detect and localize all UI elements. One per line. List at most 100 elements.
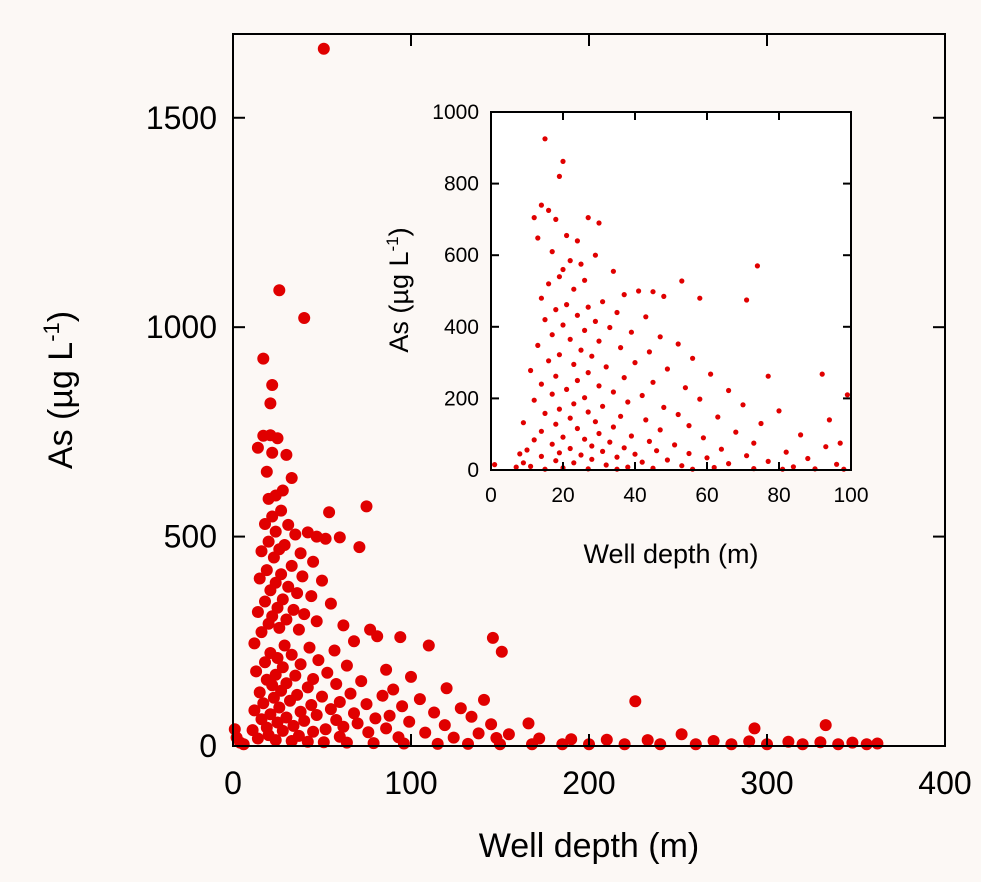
data-point bbox=[323, 506, 336, 519]
data-point bbox=[585, 304, 591, 310]
data-point bbox=[592, 252, 599, 258]
data-point bbox=[553, 373, 559, 379]
data-point bbox=[273, 701, 286, 714]
data-point bbox=[556, 406, 563, 412]
data-point bbox=[531, 215, 537, 221]
data-point bbox=[733, 429, 739, 435]
data-point bbox=[574, 377, 581, 384]
data-point bbox=[776, 408, 782, 414]
data-point bbox=[600, 299, 606, 305]
data-point bbox=[744, 297, 750, 303]
data-point bbox=[614, 454, 620, 460]
data-point bbox=[675, 341, 681, 347]
data-point bbox=[704, 455, 710, 461]
data-point bbox=[292, 623, 305, 636]
data-point bbox=[610, 424, 617, 430]
data-point bbox=[646, 349, 653, 355]
data-point bbox=[362, 726, 375, 739]
data-point bbox=[607, 439, 613, 445]
data-point bbox=[253, 686, 266, 699]
data-point bbox=[592, 318, 599, 324]
x-tick-label: 300 bbox=[740, 765, 793, 801]
data-point bbox=[485, 718, 498, 731]
data-point bbox=[316, 574, 328, 587]
data-point bbox=[438, 719, 451, 732]
data-point bbox=[610, 268, 617, 274]
data-point bbox=[259, 656, 271, 669]
data-point bbox=[257, 697, 270, 710]
inset-y-axis-label-text: As (µg L bbox=[384, 252, 414, 353]
data-point bbox=[571, 401, 577, 407]
data-point bbox=[610, 389, 617, 395]
data-point bbox=[664, 366, 671, 372]
data-point bbox=[726, 387, 732, 394]
data-point bbox=[269, 525, 282, 538]
data-point bbox=[355, 675, 368, 688]
y-tick-label: 200 bbox=[444, 387, 479, 410]
data-point bbox=[278, 639, 291, 652]
data-point bbox=[285, 735, 298, 747]
data-point bbox=[556, 450, 563, 456]
data-point bbox=[250, 665, 263, 678]
data-point bbox=[582, 395, 588, 401]
data-point bbox=[560, 322, 566, 328]
data-point bbox=[248, 637, 261, 650]
x-tick-label: 0 bbox=[224, 765, 242, 801]
data-point bbox=[294, 658, 307, 671]
data-point bbox=[826, 417, 833, 423]
data-point bbox=[255, 545, 268, 558]
data-point bbox=[257, 352, 270, 365]
data-point bbox=[744, 453, 750, 459]
data-point bbox=[697, 295, 703, 301]
inset-y-axis-label: As (µg L-1) bbox=[383, 227, 414, 352]
data-point bbox=[585, 370, 591, 376]
data-point bbox=[422, 639, 435, 652]
data-point bbox=[725, 738, 738, 751]
data-point bbox=[276, 724, 289, 737]
data-point bbox=[337, 720, 350, 733]
data-point bbox=[248, 704, 261, 717]
data-point bbox=[796, 738, 809, 751]
data-point bbox=[707, 735, 720, 747]
data-point bbox=[664, 457, 671, 463]
data-point bbox=[360, 698, 373, 711]
data-point bbox=[643, 314, 649, 320]
data-point bbox=[237, 738, 250, 751]
data-point bbox=[310, 709, 323, 721]
y-tick-label: 1000 bbox=[432, 101, 479, 124]
data-point bbox=[348, 707, 360, 720]
data-point bbox=[340, 659, 353, 672]
data-point bbox=[834, 461, 840, 467]
inset-y-ticks: 0 200 400 600 800 1000 bbox=[432, 101, 851, 482]
data-point bbox=[603, 364, 609, 370]
data-point bbox=[276, 661, 289, 674]
data-point bbox=[328, 644, 341, 657]
data-point bbox=[492, 462, 498, 468]
data-point bbox=[526, 738, 538, 751]
data-point bbox=[520, 460, 527, 466]
data-point bbox=[387, 683, 400, 696]
data-point bbox=[578, 347, 584, 353]
data-point bbox=[708, 371, 714, 377]
data-point bbox=[805, 455, 811, 462]
data-point bbox=[564, 302, 570, 308]
y-tick-label: 1000 bbox=[146, 309, 217, 345]
data-point bbox=[641, 734, 654, 747]
data-point bbox=[531, 397, 537, 403]
data-point bbox=[711, 464, 717, 471]
data-point bbox=[478, 693, 490, 706]
data-point bbox=[538, 381, 545, 387]
data-point bbox=[565, 733, 578, 746]
data-point bbox=[413, 693, 426, 706]
data-point bbox=[661, 293, 667, 299]
data-point bbox=[596, 430, 602, 437]
data-point bbox=[585, 215, 591, 221]
data-point bbox=[262, 535, 275, 548]
data-point bbox=[661, 404, 667, 410]
data-point bbox=[650, 289, 656, 295]
x-tick-label: 0 bbox=[485, 484, 497, 507]
data-point bbox=[782, 735, 795, 748]
data-point bbox=[564, 232, 570, 239]
